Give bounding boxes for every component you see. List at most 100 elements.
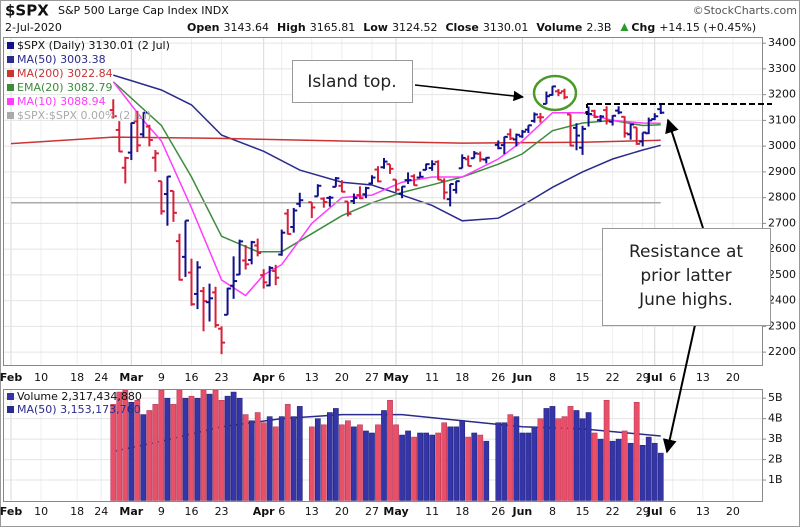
legend-swatch bbox=[7, 393, 14, 400]
volume-bar bbox=[465, 436, 472, 501]
y-tick-label: 2200 bbox=[768, 345, 796, 358]
volume-bar bbox=[314, 418, 321, 501]
x-tick-label: Mar bbox=[119, 505, 143, 518]
annotation-arrow bbox=[414, 84, 525, 102]
y-tick-label: 2500 bbox=[768, 268, 796, 281]
x-tick-label: 9 bbox=[158, 371, 165, 384]
x-tick-label: 6 bbox=[278, 371, 285, 384]
volume-bar bbox=[519, 432, 526, 501]
y-tick-label: 2B bbox=[768, 453, 783, 466]
volume-bar bbox=[170, 404, 177, 501]
volume-bar bbox=[375, 424, 381, 501]
x-tick-label: 15 bbox=[576, 371, 590, 384]
volume-bar bbox=[224, 395, 231, 501]
ma-line bbox=[113, 74, 661, 222]
volume-bar bbox=[603, 399, 610, 501]
x-tick-label: 6 bbox=[669, 371, 676, 384]
y-tick-label: 2300 bbox=[768, 319, 796, 332]
x-tick-label: 8 bbox=[549, 505, 556, 518]
volume-bar bbox=[320, 424, 327, 501]
legend-swatch bbox=[7, 406, 14, 413]
label-layer: Feb Feb 10 10 18 18 24 24 Mar Mar 9 9 16 16 23 23 Apr Apr… bbox=[0, 36, 796, 518]
volume-bar bbox=[333, 408, 339, 501]
quote-value: 3165.81 bbox=[310, 21, 356, 34]
volume-bar bbox=[513, 416, 520, 501]
date: 2-Jul-2020 bbox=[5, 21, 62, 34]
volume-bar bbox=[200, 390, 207, 501]
y-tick-label: 4B bbox=[768, 412, 783, 425]
volume-bar bbox=[657, 452, 664, 501]
volume-bar bbox=[272, 426, 279, 501]
volume-bar bbox=[447, 426, 454, 501]
x-tick-label: 16 bbox=[184, 505, 198, 518]
volume-bar bbox=[369, 432, 375, 501]
chart-title: $SPX bbox=[5, 2, 49, 20]
volume-bar bbox=[146, 410, 153, 501]
volume-bar bbox=[597, 438, 604, 501]
volume-bar bbox=[429, 434, 435, 501]
x-tick-label: 18 bbox=[455, 371, 469, 384]
legend-swatch bbox=[7, 98, 14, 105]
price-panel bbox=[3, 37, 763, 366]
x-tick-label: Jul bbox=[646, 371, 663, 384]
legend-entry: MA(50) 3003.38 bbox=[17, 53, 106, 66]
volume-bar bbox=[549, 406, 556, 501]
legend-swatch bbox=[7, 56, 14, 63]
volume-bar bbox=[327, 412, 333, 501]
x-tick-label: 8 bbox=[549, 371, 556, 384]
quote-label: Low bbox=[363, 21, 388, 34]
volume-bar bbox=[525, 432, 532, 501]
volume-bar bbox=[507, 414, 514, 501]
quote-label: Open bbox=[187, 21, 220, 34]
volume-bar bbox=[339, 424, 345, 501]
y-tick-label: 3400 bbox=[768, 36, 796, 49]
volume-layer bbox=[110, 390, 664, 501]
quote-label: Volume bbox=[536, 21, 582, 34]
source: ©StockCharts.com bbox=[693, 4, 797, 17]
x-tick-label: 10 bbox=[34, 505, 48, 518]
volume-bar bbox=[411, 436, 417, 501]
volume-bar bbox=[140, 414, 147, 501]
chart-subtitle: S&P 500 Large Cap Index INDX bbox=[58, 4, 229, 17]
x-tick-label: Apr bbox=[253, 505, 275, 518]
x-tick-label: 18 bbox=[70, 371, 84, 384]
x-tick-label: 24 bbox=[94, 505, 108, 518]
x-tick-label: 20 bbox=[726, 505, 740, 518]
y-tick-label: 2900 bbox=[768, 165, 796, 178]
x-tick-label: May bbox=[383, 505, 408, 518]
volume-bar bbox=[158, 390, 165, 501]
y-tick-label: 3300 bbox=[768, 62, 796, 75]
y-tick-label: 2700 bbox=[768, 216, 796, 229]
volume-bar bbox=[122, 390, 129, 501]
x-tick-label: 11 bbox=[425, 371, 439, 384]
x-tick-label: 23 bbox=[215, 505, 229, 518]
volume-bar bbox=[236, 397, 243, 501]
bar-layer bbox=[109, 85, 665, 355]
volume-bar bbox=[308, 426, 315, 501]
volume-bar bbox=[561, 416, 568, 501]
volume-bar bbox=[194, 397, 201, 501]
volume-bar bbox=[501, 422, 508, 501]
volume-bar bbox=[573, 410, 580, 501]
volume-bar bbox=[260, 422, 267, 501]
x-tick-label: 29 bbox=[636, 371, 650, 384]
volume-bar bbox=[579, 418, 586, 501]
volume-bar bbox=[230, 391, 237, 501]
volume-bar bbox=[206, 393, 213, 501]
annotation-box bbox=[602, 228, 771, 326]
volume-bar bbox=[164, 397, 171, 501]
volume-bar bbox=[639, 445, 646, 501]
y-tick-label: 3200 bbox=[768, 88, 796, 101]
legend-entry: MA(200) 3022.84 bbox=[17, 67, 113, 80]
x-tick-label: 22 bbox=[606, 371, 620, 384]
volume-bar bbox=[405, 430, 411, 501]
x-tick-label: 20 bbox=[726, 371, 740, 384]
volume-bar bbox=[651, 442, 658, 501]
volume-bar bbox=[188, 395, 195, 501]
volume-bar bbox=[471, 432, 478, 501]
volume-bar bbox=[627, 442, 634, 501]
x-tick-label: 26 bbox=[491, 371, 505, 384]
legend-swatch bbox=[7, 84, 14, 91]
volume-bar bbox=[116, 391, 123, 501]
